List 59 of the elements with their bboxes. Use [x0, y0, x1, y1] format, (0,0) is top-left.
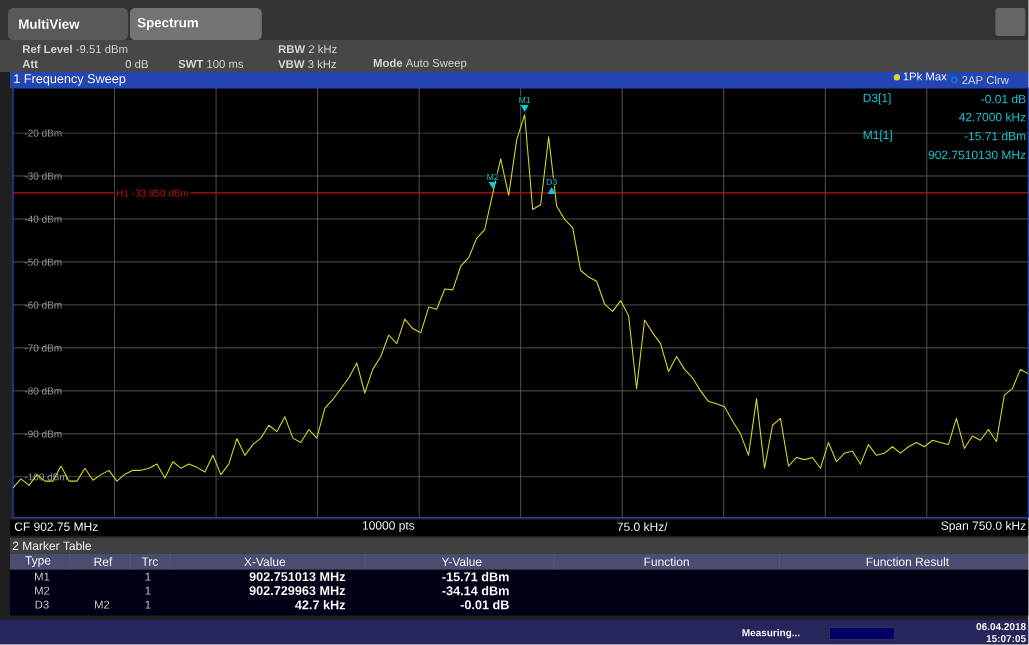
chart-title: 1 Frequency Sweep [14, 74, 126, 86]
text: Type [25, 556, 51, 568]
text: 902.751013 MHz [249, 572, 346, 582]
text: 42.7 kHz [295, 600, 346, 610]
line-series [13, 114, 1029, 489]
annotation: M1 [519, 97, 531, 104]
text: Spectrum [137, 18, 198, 31]
text: 15:07:05 [986, 635, 1026, 643]
text: M1 [35, 572, 50, 581]
text: 1 [145, 586, 151, 595]
text: 0 dB [125, 59, 148, 69]
text: -34.14 dBm [442, 586, 509, 596]
annotation: M2 [487, 174, 499, 181]
annotation: D3 [546, 179, 557, 186]
text: Att [22, 60, 38, 69]
text: Function Result [866, 557, 949, 567]
text: 75.0 kHz/ [617, 522, 668, 532]
y-tick-label: -80 dBm [24, 387, 62, 395]
text: MultiView [19, 19, 80, 30]
text: 902.729963 MHz [249, 586, 346, 596]
text: Span 750.0 kHz [941, 521, 1026, 533]
text: M2 [94, 600, 110, 609]
y-tick-label: -90 dBm [24, 430, 62, 438]
text: SWT 100 ms [178, 60, 244, 69]
text: -15.71 dBm [442, 572, 509, 582]
annotation: M1[1] [863, 130, 892, 142]
text: Measuring... [742, 629, 800, 639]
annotation: -0.01 dB [981, 94, 1026, 104]
annotation: 42.7000 kHz [959, 112, 1026, 122]
text: Ref Level -9.51 dBm [23, 45, 128, 54]
text: Y-Value [441, 557, 482, 567]
annotation: 902.7510130 MHz [928, 150, 1026, 160]
y-tick-label: -30 dBm [24, 172, 62, 180]
text: 06.04.2018 [976, 623, 1026, 631]
y-tick-label: -20 dBm [24, 129, 62, 137]
text: RBW 2 kHz [278, 45, 337, 54]
y-tick-label: -50 dBm [24, 258, 62, 266]
text: 1 [145, 600, 151, 609]
y-tick-label: -70 dBm [24, 344, 62, 352]
y-tick-label: -40 dBm [24, 215, 62, 223]
text: Trc [141, 557, 159, 567]
text: 2AP Clrw [962, 75, 1009, 85]
ref-line-label: H1 -33.950 dBm [116, 189, 189, 197]
text: 1 [145, 572, 151, 581]
legend-label: 1Pk Max [903, 72, 947, 81]
text: Function [644, 557, 689, 567]
text: CF 902.75 MHz [14, 522, 98, 532]
text: Ref [94, 557, 113, 567]
text: X-Value [244, 557, 286, 567]
text: Mode Auto Sweep [373, 58, 467, 70]
text: VBW 3 kHz [278, 59, 337, 69]
text: 2 Marker Table [12, 541, 92, 551]
text: M2 [35, 586, 50, 595]
text: 10000 pts [362, 521, 415, 533]
text: D3 [35, 600, 49, 609]
text: -0.01 dB [460, 600, 509, 610]
y-tick-label: -60 dBm [24, 301, 62, 309]
annotation: D3[1] [863, 93, 891, 105]
annotation: -15.71 dBm [964, 131, 1026, 141]
